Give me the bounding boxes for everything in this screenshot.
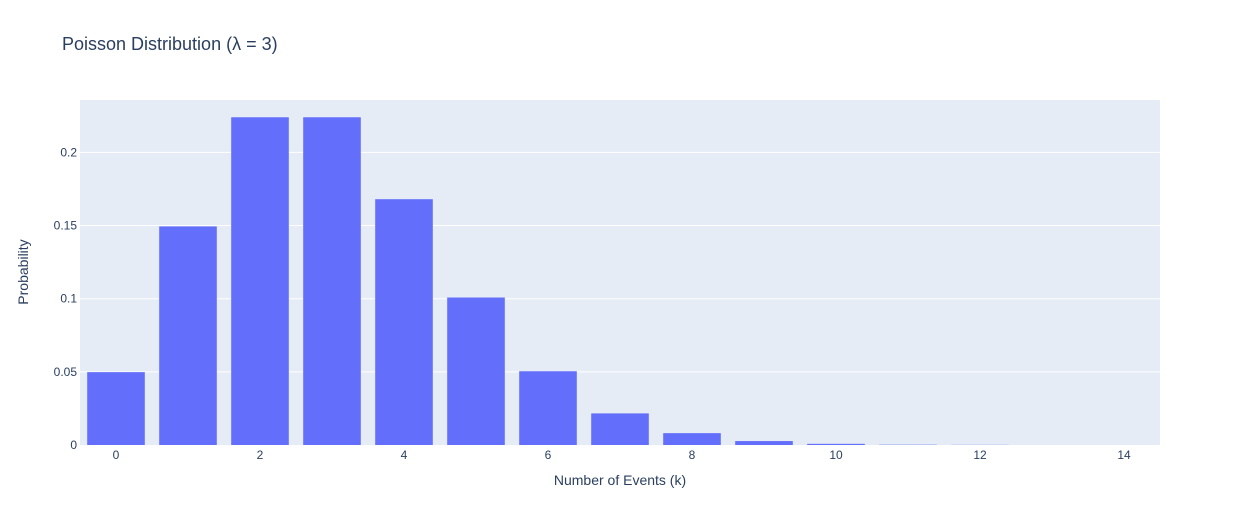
bar-k-6[interactable] — [519, 371, 577, 445]
x-tick-label: 12 — [973, 448, 987, 462]
y-tick-label: 0.05 — [54, 365, 78, 379]
chart-title: Poisson Distribution (λ = 3) — [62, 34, 278, 54]
bar-k-3[interactable] — [303, 117, 361, 445]
x-tick-label: 10 — [829, 448, 843, 462]
x-tick-label: 2 — [257, 448, 264, 462]
bar-k-1[interactable] — [159, 226, 217, 445]
bar-k-7[interactable] — [591, 413, 649, 445]
bar-k-2[interactable] — [231, 117, 289, 445]
x-tick-label: 4 — [401, 448, 408, 462]
x-tick-label: 14 — [1117, 448, 1131, 462]
x-tick-label: 0 — [113, 448, 120, 462]
y-tick-label: 0.2 — [60, 145, 77, 159]
bar-k-8[interactable] — [663, 433, 721, 445]
y-tick-label: 0.1 — [60, 292, 77, 306]
bar-k-5[interactable] — [447, 298, 505, 445]
x-tick-label: 8 — [689, 448, 696, 462]
x-axis-label: Number of Events (k) — [554, 472, 686, 488]
y-axis-ticks: 0 0.05 0.1 0.15 0.2 — [54, 145, 78, 452]
bar-k-9[interactable] — [735, 441, 793, 445]
bar-k-10[interactable] — [807, 444, 865, 445]
y-tick-label: 0 — [70, 438, 77, 452]
x-tick-label: 6 — [545, 448, 552, 462]
bar-k-0[interactable] — [87, 372, 145, 445]
y-axis-label: Probability — [15, 239, 31, 304]
bar-k-4[interactable] — [375, 199, 433, 445]
x-axis-ticks: 0 2 4 6 8 10 12 14 — [113, 448, 1131, 462]
y-tick-label: 0.15 — [54, 219, 78, 233]
